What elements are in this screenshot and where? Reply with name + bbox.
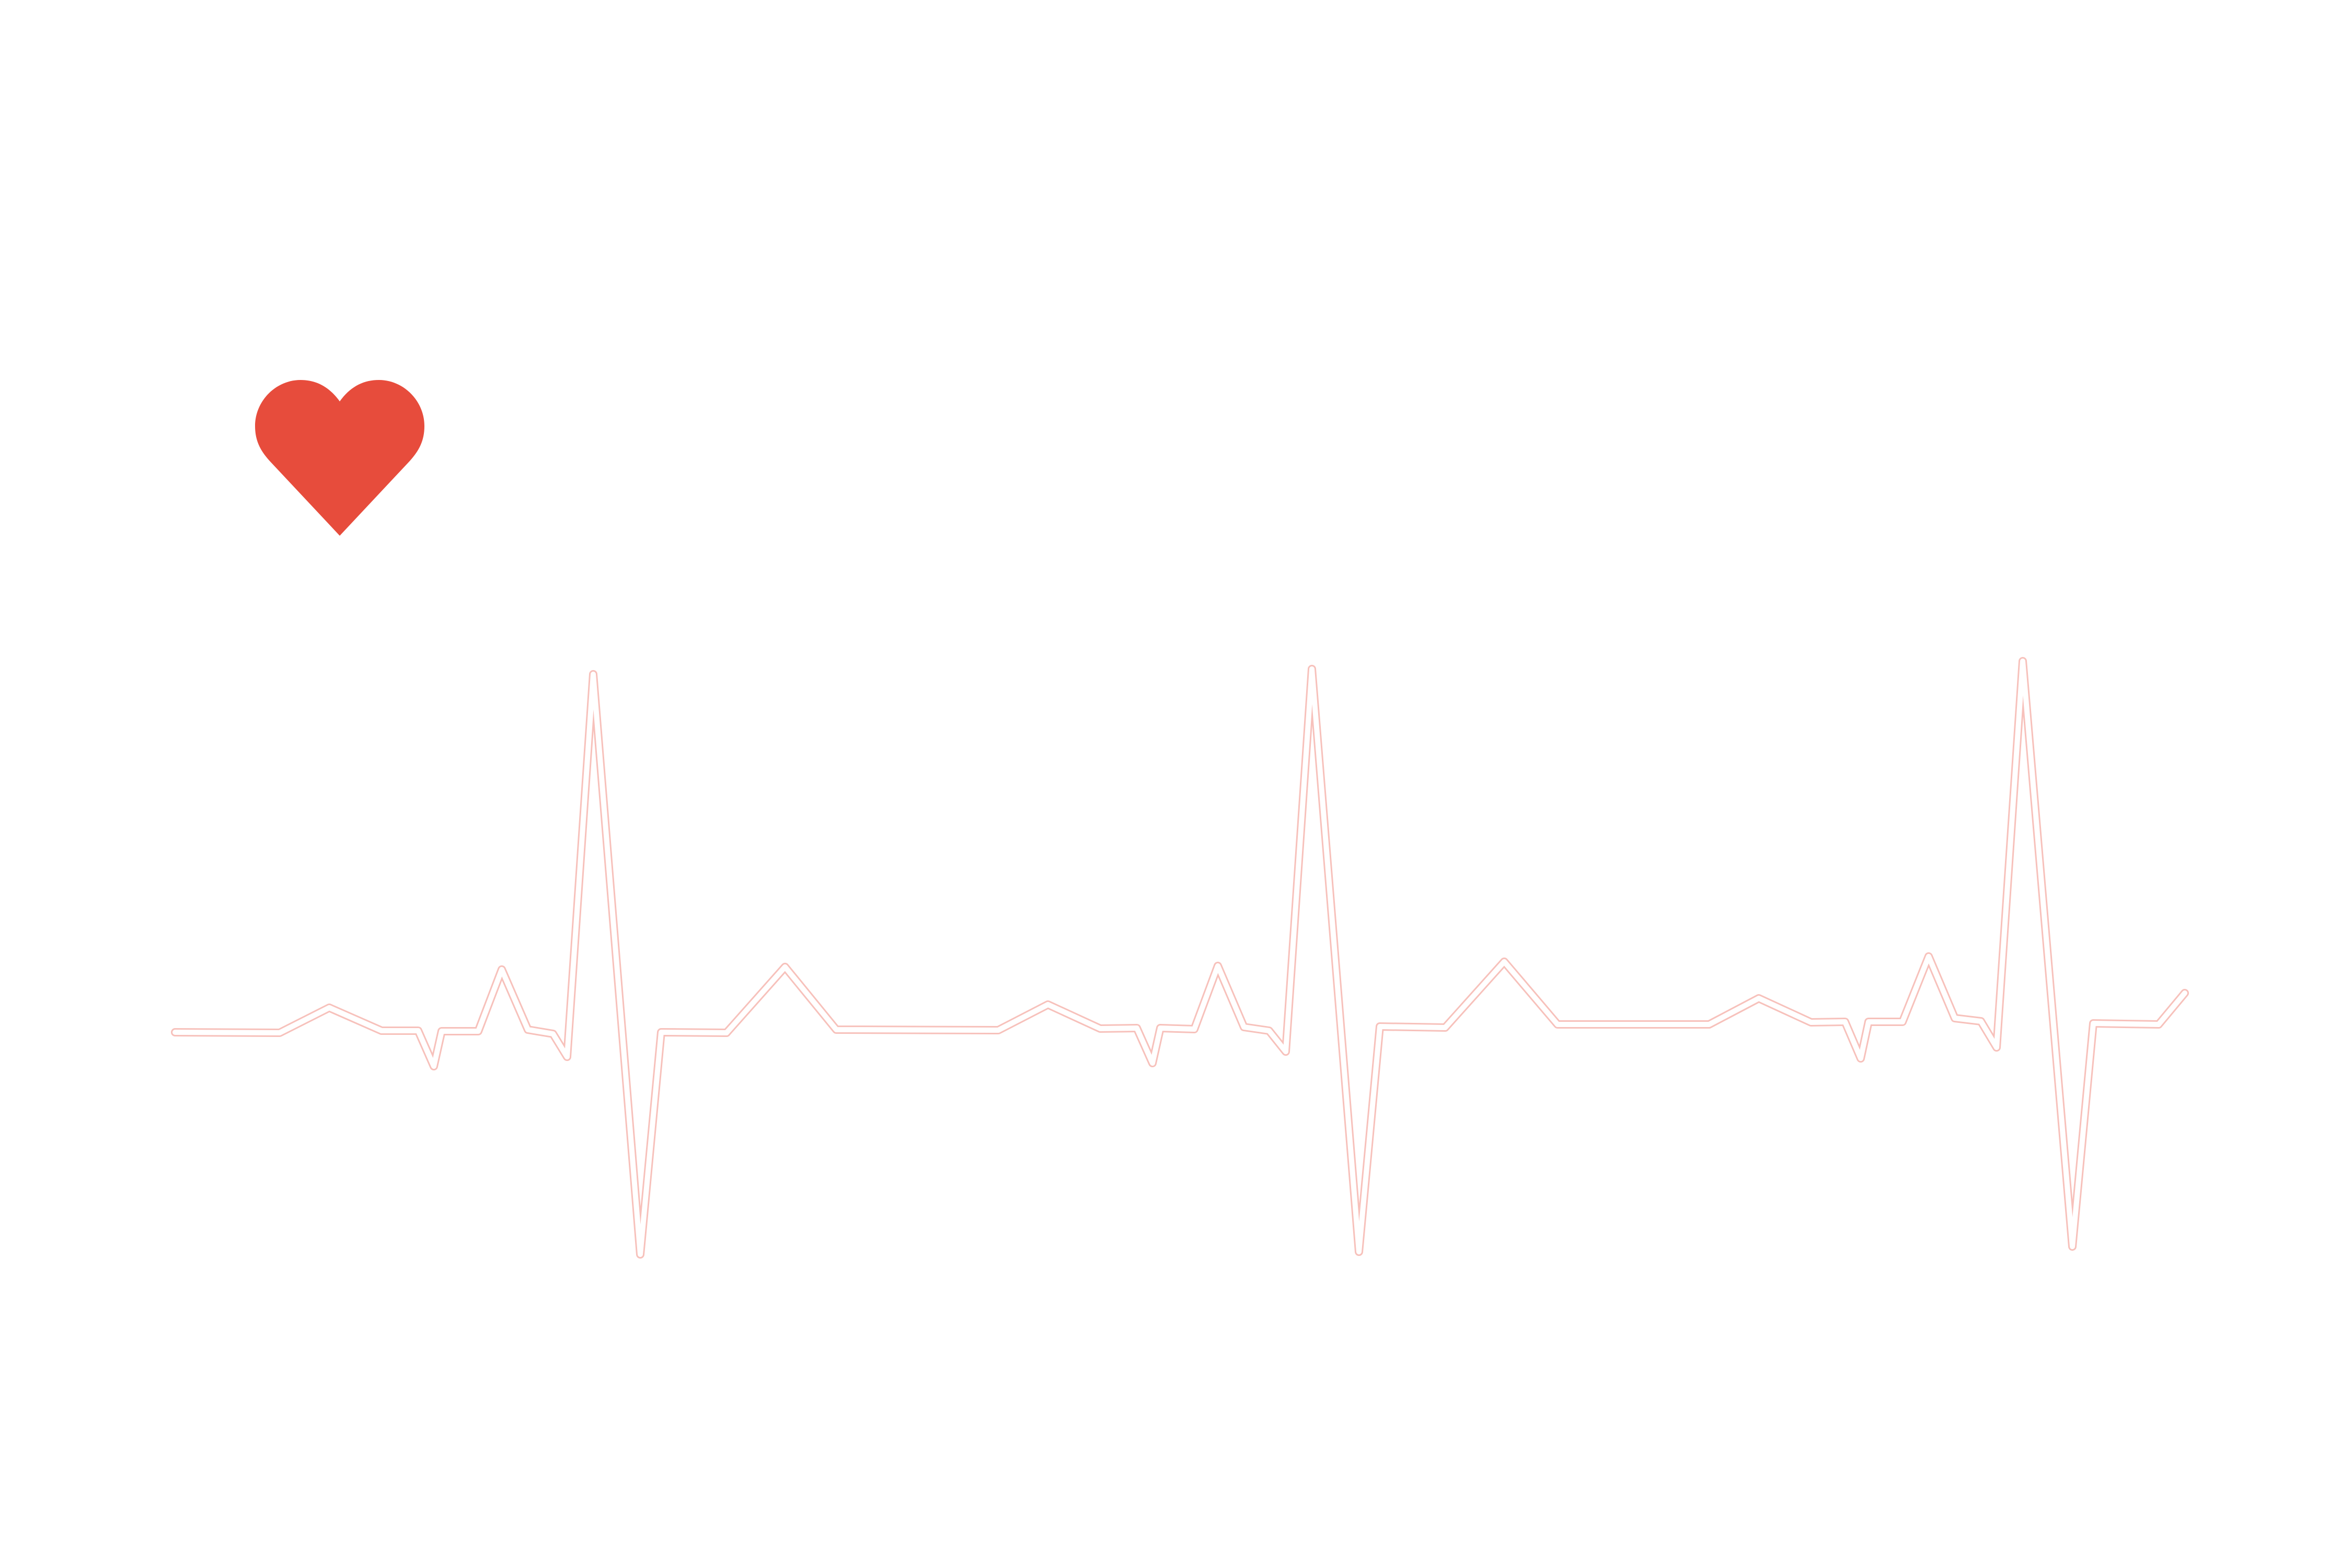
heart-icon: [255, 380, 424, 536]
heartbeat-line: [172, 659, 2187, 1257]
heartbeat-line-icon: [171, 657, 2189, 1259]
